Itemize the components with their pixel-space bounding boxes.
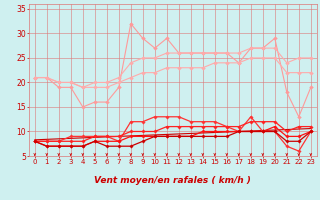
X-axis label: Vent moyen/en rafales ( km/h ): Vent moyen/en rafales ( km/h ) [94,176,251,185]
